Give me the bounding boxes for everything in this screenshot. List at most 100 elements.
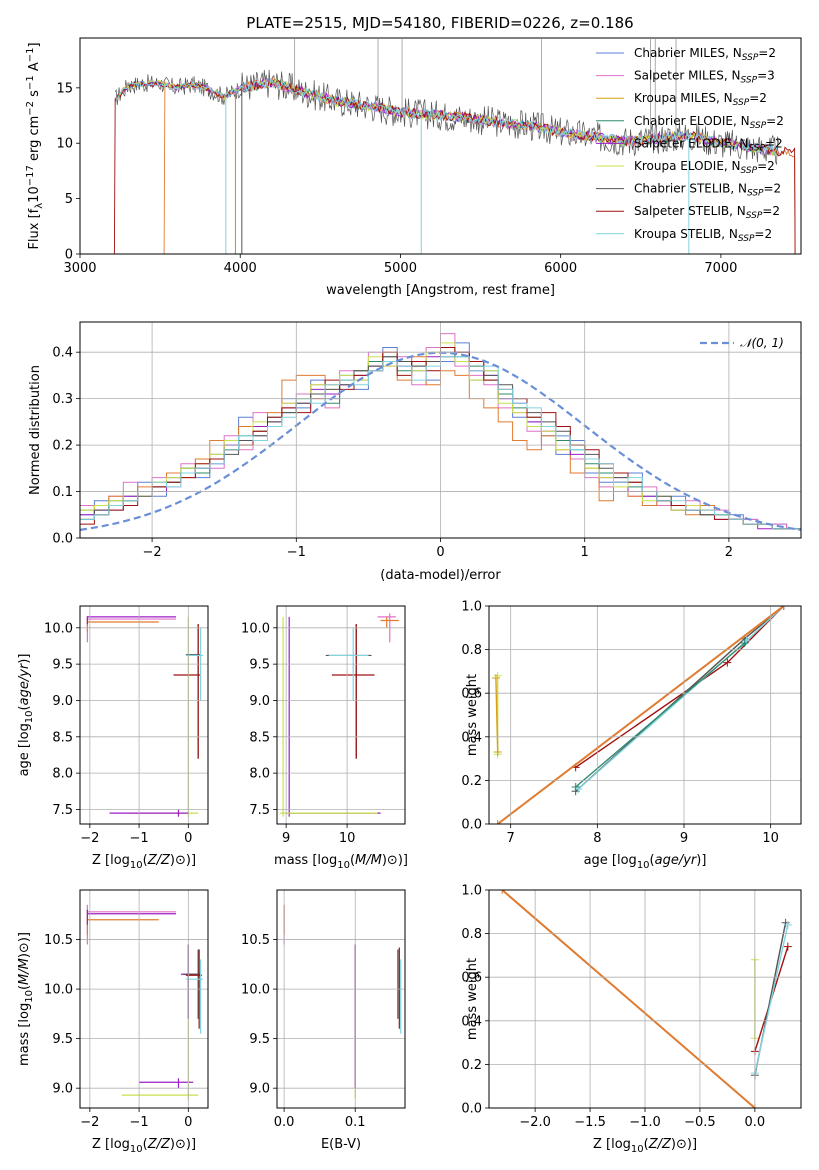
legend-value: =2	[765, 136, 783, 150]
mass-weight-line	[754, 924, 789, 1074]
x-axis-label: E(B-V)	[321, 1137, 361, 1152]
y-axis-label: age [log10(age/yr)]	[17, 654, 35, 777]
plot-area	[113, 39, 796, 254]
y-tick-label: 10.5	[241, 933, 270, 948]
y-tick-label: 1.0	[461, 600, 482, 615]
axis-label-part: Z [log	[92, 853, 130, 868]
legend-value: =2	[766, 114, 784, 128]
y-tick-label: 7.5	[249, 803, 270, 818]
x-tick-label: 10	[339, 831, 356, 846]
mass-weight-marker	[493, 820, 502, 824]
y-tick-label: 0.0	[52, 532, 73, 547]
x-tick-label: −2.0	[519, 1115, 551, 1130]
y-axis-label: mass weight	[465, 958, 480, 1040]
panel-spectrum: 3000 4000 5000 6000 7000 0 5 10 15 wavelength [An…	[25, 37, 802, 298]
y-axis-label-part: λ	[34, 203, 45, 209]
x-tick-label: 1	[581, 545, 589, 560]
axis-label-part: (	[17, 985, 32, 990]
y-axis-label-part: Flux [f	[27, 208, 42, 249]
y-axis-label: Flux [fλ10−17 erg cm−2 s−1 A−1]	[25, 42, 45, 249]
legend-sub: SSP	[733, 98, 750, 108]
legend-sub: SSP	[750, 121, 767, 131]
y-tick-label: 5	[65, 192, 73, 207]
y-tick-label: 0.3	[52, 392, 73, 407]
y-tick-label: 0.2	[461, 1058, 482, 1073]
legend-entry: Kroupa STELIB, NSSP=2	[634, 227, 772, 244]
y-tick-label: 10.0	[44, 983, 73, 998]
panel-mass_vs_Z: −2 −1 09.09.510.010.5Z [log10(Z/Z)⊙)]mass …	[17, 889, 209, 1155]
axis-label-sub: 10	[130, 860, 143, 871]
legend-name: Chabrier STELIB, N	[634, 182, 747, 196]
axis-label-italic: Z/Z	[648, 1137, 672, 1152]
legend-sub: SSP	[741, 166, 758, 176]
x-tick-label: 9	[282, 831, 290, 846]
legend-entry: Chabrier STELIB, NSSP=2	[634, 182, 781, 199]
axis-label-part: )⊙)]	[382, 853, 408, 868]
axis-label-part: mass [log	[17, 1003, 32, 1066]
x-tick-label: 4000	[224, 261, 257, 276]
axis-label-part: mass [log	[274, 853, 337, 868]
x-tick-label: −1	[129, 831, 148, 846]
x-axis-label: Z [log10(Z/Z)⊙)]	[593, 1137, 697, 1155]
axis-label-sub: 10	[631, 1144, 644, 1155]
axis-label-part: )⊙)]	[170, 1137, 196, 1152]
x-tick-label: −1.0	[629, 1115, 661, 1130]
spectrum-line-chabrier-stelib	[114, 77, 780, 157]
y-tick-label: 0	[65, 248, 73, 263]
y-tick-label: 10.0	[44, 621, 73, 636]
y-axis-label: mass weight	[465, 674, 480, 756]
x-tick-label: 0.1	[345, 1115, 366, 1130]
y-tick-label: 10.5	[44, 933, 73, 948]
y-axis-label-part: s	[27, 90, 42, 101]
legend-value: =2	[762, 204, 780, 218]
x-axis-label: Z [log10(Z/Z)⊙)]	[92, 853, 196, 871]
legend-name: Salpeter STELIB, N	[634, 204, 746, 218]
legend-sub: SSP	[741, 76, 758, 86]
axis-label-italic: Z/Z	[147, 853, 171, 868]
x-tick-label: 5000	[384, 261, 417, 276]
panel-mass_vs_EBV: 0.0 0.1 9.0 9.5 10.0 10.5 E(B-V)	[241, 889, 406, 1152]
legend-entry: Salpeter ELODIE, NSSP=2	[634, 136, 783, 153]
axis-label-sub: 10	[130, 1144, 143, 1155]
axes-frame	[79, 605, 209, 825]
axis-label-italic: M/M	[17, 958, 32, 985]
mass-weight-marker	[491, 673, 500, 682]
x-tick-label: −1	[129, 1115, 148, 1130]
legend-name: Salpeter MILES, N	[634, 69, 741, 83]
mass-weight-marker	[571, 782, 580, 791]
y-tick-label: 9.0	[52, 1082, 73, 1097]
y-tick-label: 7.5	[52, 803, 73, 818]
legend-value: =2	[749, 91, 767, 105]
x-tick-label: −2	[80, 831, 99, 846]
x-tick-label: 6000	[544, 261, 577, 276]
axes-frame	[488, 605, 802, 825]
legend-entry: Salpeter MILES, NSSP=3	[634, 69, 775, 86]
mass-weight-marker	[781, 918, 790, 927]
x-axis-label: mass [log10(M/M)⊙)]	[274, 853, 408, 871]
axis-label-part: )⊙)]	[170, 853, 196, 868]
x-tick-label: −0.5	[684, 1115, 716, 1130]
legend-sub: SSP	[742, 53, 759, 63]
x-tick-label: −1.5	[574, 1115, 606, 1130]
plot-area	[86, 904, 204, 1101]
y-tick-label: 10.0	[241, 983, 270, 998]
axis-label-sub: 10	[24, 990, 35, 1003]
axes-frame	[276, 605, 406, 825]
y-tick-label: 9.5	[52, 1032, 73, 1047]
mass-weight-marker	[779, 606, 788, 610]
x-tick-label: 8	[593, 831, 601, 846]
panel-massweight_vs_Z: −2.0 −1.5 −1.0 −0.5 0.0 0.0 0.2 0.4 0.6 0.8 1.0 Z […	[461, 884, 802, 1155]
spectrum-line-kroupa-stelib	[114, 78, 779, 156]
mass-weight-marker	[723, 658, 732, 667]
legend-entry: Kroupa ELODIE, NSSP=2	[634, 159, 775, 176]
y-axis-label-part: −2	[25, 101, 36, 116]
legend-sub: SSP	[748, 143, 765, 153]
y-tick-label: 9.0	[249, 694, 270, 709]
legend-entry: 𝒩(0, 1)	[740, 336, 784, 350]
legend-value: =2	[764, 182, 782, 196]
axis-label-sub: 10	[337, 860, 350, 871]
x-tick-label: 9	[680, 831, 688, 846]
mass-weight-marker	[493, 748, 502, 757]
